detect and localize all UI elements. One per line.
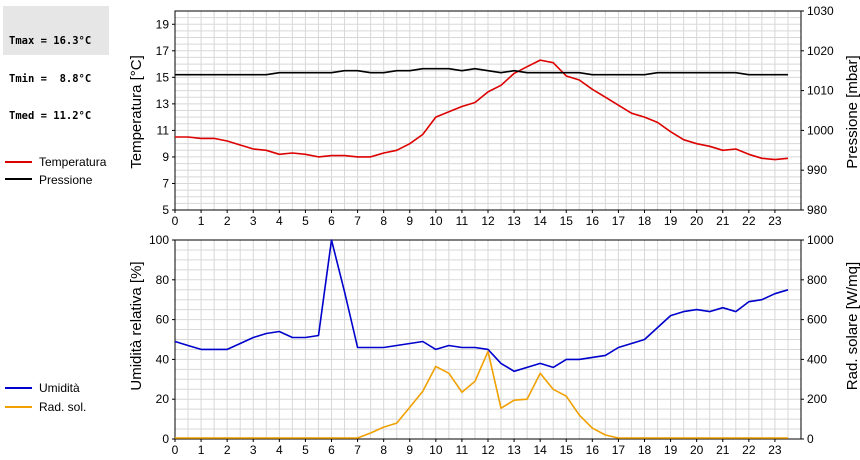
- x-tick-label: 0: [172, 214, 179, 228]
- x-tick-label: 6: [328, 443, 335, 457]
- x-tick-label: 0: [172, 443, 179, 457]
- x-tick-label: 12: [481, 214, 495, 228]
- x-tick-label: 14: [533, 214, 547, 228]
- x-tick-label: 10: [429, 214, 443, 228]
- legend-bottom: Umidità Rad. sol.: [5, 381, 86, 414]
- x-tick-label: 1: [198, 214, 205, 228]
- x-tick-label: 21: [716, 214, 730, 228]
- x-tick-label: 9: [406, 443, 413, 457]
- y-right-tick-label: 800: [807, 273, 827, 287]
- top-plot: 0 1 2 3 4 5 6 7 8 9 10 11 12 13 14 15 16 17 18 19 20 21 22 2357…: [156, 4, 834, 228]
- y-left-tick-label: 80: [156, 273, 170, 287]
- x-tick-label: 8: [380, 443, 387, 457]
- y-left-tick-label: 17: [156, 44, 170, 58]
- x-tick-label: 23: [768, 443, 782, 457]
- y-left-tick-label: 100: [149, 233, 169, 247]
- legend-label-pressione: Pressione: [39, 173, 93, 187]
- x-tick-label: 17: [612, 214, 626, 228]
- x-tick-label: 1: [198, 443, 205, 457]
- y-left-tick-label: 13: [156, 97, 170, 111]
- x-tick-label: 7: [354, 443, 361, 457]
- x-tick-label: 14: [533, 443, 547, 457]
- x-tick-label: 6: [328, 214, 335, 228]
- x-tick-label: 19: [664, 443, 678, 457]
- x-tick-label: 2: [224, 443, 231, 457]
- top-right-axis-title: Pressione [mbar]: [844, 55, 860, 168]
- x-tick-label: 7: [354, 214, 361, 228]
- legend-label-radsol: Rad. sol.: [39, 400, 86, 414]
- x-tick-label: 5: [302, 443, 309, 457]
- x-tick-label: 4: [276, 443, 283, 457]
- x-tick-label: 12: [481, 443, 495, 457]
- bottom-right-axis-title: Rad. solare [W/mq]: [844, 262, 860, 390]
- x-tick-label: 23: [768, 214, 782, 228]
- y-right-tick-label: 1000: [807, 123, 834, 137]
- x-tick-label: 18: [638, 443, 652, 457]
- bottom-plot: 0 1 2 3 4 5 6 7 8 9 10 11 12 13 14 15 16 17 18 19 20 21 22 2302…: [149, 233, 834, 457]
- x-tick-label: 19: [664, 214, 678, 228]
- y-right-tick-label: 1000: [807, 233, 834, 247]
- x-tick-label: 5: [302, 214, 309, 228]
- x-tick-label: 18: [638, 214, 652, 228]
- y-right-tick-label: 600: [807, 313, 827, 327]
- x-tick-label: 10: [429, 443, 443, 457]
- y-left-tick-label: 7: [162, 176, 169, 190]
- y-right-tick-label: 400: [807, 352, 827, 366]
- x-tick-label: 15: [560, 214, 574, 228]
- y-left-tick-label: 11: [157, 123, 170, 137]
- x-tick-label: 16: [586, 214, 600, 228]
- y-left-tick-label: 0: [162, 432, 169, 446]
- y-left-tick-label: 5: [162, 203, 169, 217]
- y-right-tick-label: 1010: [807, 84, 834, 98]
- x-tick-label: 20: [690, 443, 704, 457]
- top-left-axis-title: Temperatura [°C]: [128, 55, 145, 169]
- y-left-tick-label: 15: [156, 70, 170, 84]
- stats-box: Tmax = 16.3°C Tmin = 8.8°C Tmed = 11.2°C: [3, 6, 109, 122]
- x-tick-label: 21: [716, 443, 730, 457]
- legend-top: Temperatura Pressione: [5, 155, 107, 187]
- x-tick-label: 2: [224, 214, 231, 228]
- y-right-tick-label: 990: [807, 163, 827, 177]
- y-right-tick-label: 0: [807, 432, 814, 446]
- legend-label-umidita: Umidità: [39, 381, 80, 395]
- series-line-pressione: [175, 67, 788, 76]
- x-tick-label: 16: [586, 443, 600, 457]
- x-tick-label: 3: [250, 214, 257, 228]
- series-line-rad-sol: [175, 350, 788, 439]
- x-tick-label: 15: [560, 443, 574, 457]
- x-tick-label: 9: [406, 214, 413, 228]
- legend-label-temperatura: Temperatura: [39, 155, 107, 169]
- x-tick-label: 20: [690, 214, 704, 228]
- x-tick-label: 22: [742, 214, 756, 228]
- y-left-tick-label: 40: [156, 352, 170, 366]
- y-right-tick-label: 1020: [807, 44, 834, 58]
- series-line-temperatura: [175, 59, 789, 161]
- y-left-tick-label: 9: [162, 150, 169, 164]
- x-tick-label: 13: [507, 443, 521, 457]
- y-left-tick-label: 60: [156, 313, 170, 327]
- tmax-text: Tmax = 16.3°C: [9, 35, 92, 47]
- y-left-tick-label: 20: [156, 392, 170, 406]
- y-left-tick-label: 19: [156, 17, 170, 31]
- series-line-umidit: [174, 239, 789, 373]
- y-right-tick-label: 200: [807, 392, 827, 406]
- x-tick-label: 3: [250, 443, 257, 457]
- x-tick-label: 13: [507, 214, 521, 228]
- x-tick-label: 4: [276, 214, 283, 228]
- x-tick-label: 11: [456, 214, 469, 228]
- tmin-text: Tmin = 8.8°C: [9, 72, 92, 85]
- x-tick-label: 8: [380, 214, 387, 228]
- y-right-tick-label: 980: [807, 203, 827, 217]
- bottom-left-axis-title: Umidità relativa [%]: [128, 261, 145, 390]
- x-tick-label: 17: [612, 443, 626, 457]
- y-right-tick-label: 1030: [807, 4, 834, 18]
- x-tick-label: 11: [456, 443, 469, 457]
- x-tick-label: 22: [742, 443, 756, 457]
- tmed-text: Tmed = 11.2°C: [9, 110, 92, 122]
